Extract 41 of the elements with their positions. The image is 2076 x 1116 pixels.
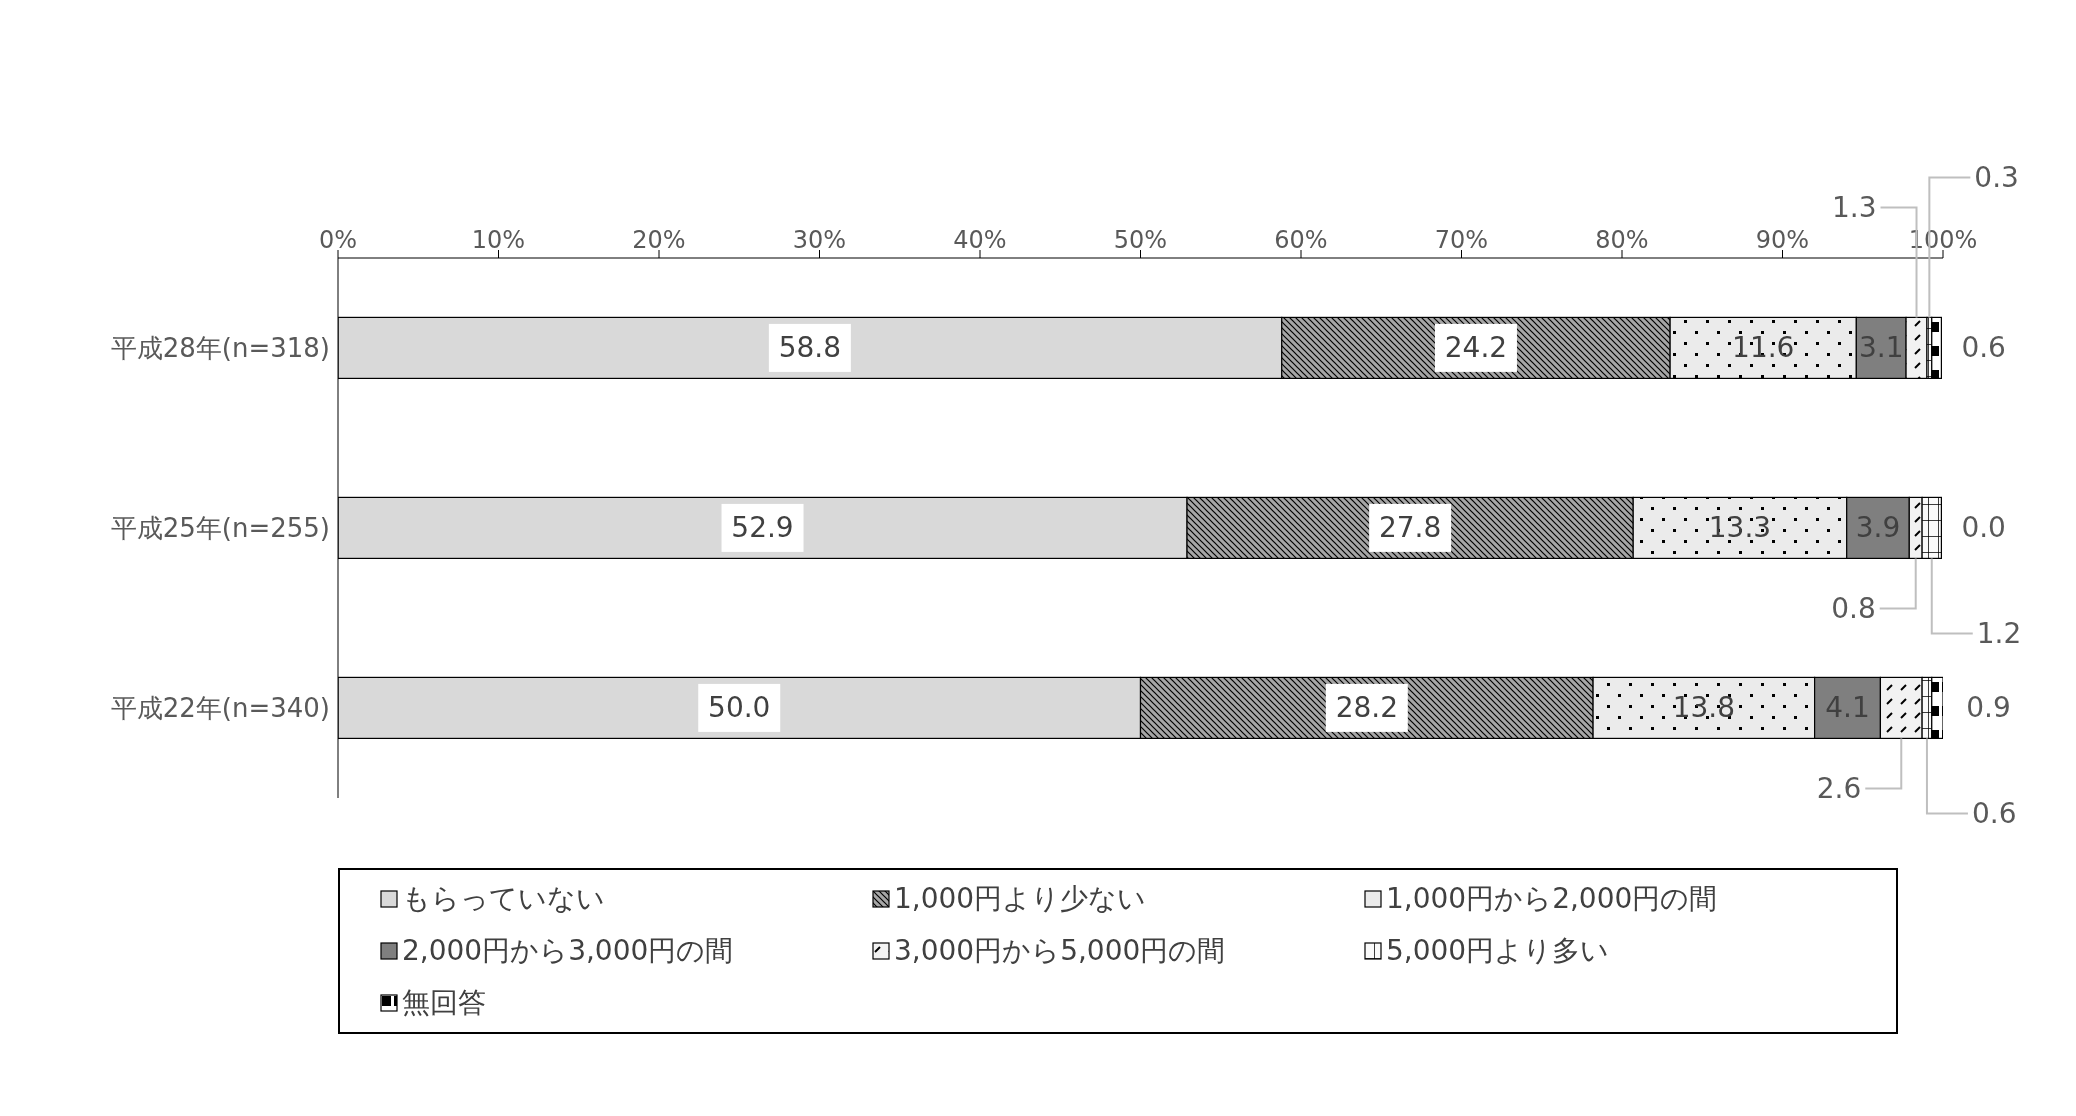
data-label: 58.8	[778, 331, 842, 365]
data-label: 0.6	[1971, 796, 2017, 830]
data-label: 50.0	[708, 691, 771, 725]
data-label: 52.9	[731, 511, 794, 545]
data-label: 13.3	[1708, 511, 1772, 545]
data-label: 3.1	[1858, 331, 1904, 365]
x-tick-label: 90%	[1755, 226, 1810, 254]
data-label: 0.3	[1974, 160, 2019, 194]
data-label: 1.2	[1976, 616, 2022, 650]
legend-label: 2,000円から3,000円の間	[402, 933, 734, 969]
data-label: 27.8	[1378, 511, 1442, 545]
data-label: 2.6	[1816, 771, 1862, 805]
x-tick-label: 70%	[1434, 226, 1489, 254]
legend-label: 3,000円から5,000円の間	[894, 933, 1226, 969]
data-label: 11.6	[1732, 331, 1795, 365]
x-tick-label: 50%	[1113, 226, 1168, 254]
data-label: 0.0	[1961, 511, 2006, 545]
legend-label: 1,000円より少ない	[894, 881, 1147, 917]
x-tick-label: 60%	[1274, 226, 1328, 254]
data-label: 24.2	[1444, 331, 1508, 365]
data-label: 1.3	[1831, 190, 1877, 224]
x-tick-label: 20%	[632, 226, 686, 254]
data-label: 3.9	[1855, 511, 1901, 545]
x-tick-label: 30%	[792, 226, 847, 254]
data-label: 13.8	[1672, 691, 1736, 725]
x-tick-label: 80%	[1595, 226, 1649, 254]
x-tick-label: 40%	[953, 226, 1007, 254]
legend-label: 5,000円より多い	[1386, 933, 1610, 969]
y-tick-label: 平成25年(n=255)	[110, 513, 330, 544]
legend-label: もらっていない	[402, 881, 605, 917]
data-label: 4.1	[1825, 691, 1870, 725]
data-label: 0.8	[1831, 591, 1876, 625]
legend-label: 1,000円から2,000円の間	[1386, 881, 1718, 917]
y-tick-label: 平成28年(n=318)	[110, 333, 330, 364]
data-label: 0.9	[1966, 691, 2011, 725]
y-tick-label: 平成22年(n=340)	[110, 693, 330, 724]
x-tick-label: 10%	[471, 226, 526, 254]
data-label: 0.6	[1961, 331, 2006, 365]
x-tick-label: 0%	[318, 226, 358, 254]
legend-label: 無回答	[402, 985, 486, 1021]
data-label: 28.2	[1335, 691, 1398, 725]
